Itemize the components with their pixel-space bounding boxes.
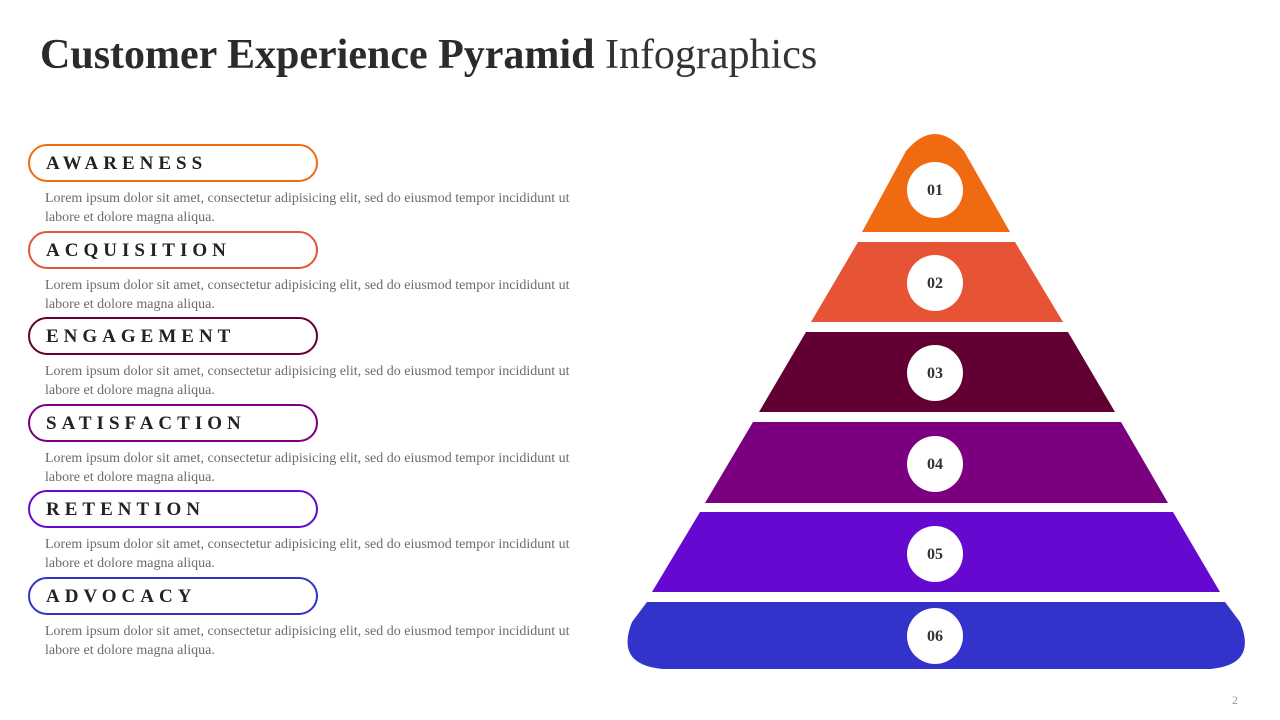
layer-number-2: 02 [927,275,943,292]
layer-number-3: 03 [927,365,943,382]
layer-number-6: 06 [927,628,943,645]
stage-pill: SATISFACTION [28,403,318,442]
stage-pill: ADVOCACY [28,576,318,615]
pyramid-layer-6: 06 [627,602,1245,669]
stage-description: Lorem ipsum dolor sit amet, consectetur … [45,364,570,399]
stage-description: Lorem ipsum dolor sit amet, consectetur … [45,450,570,485]
stage-item-acquisition: ACQUISITION Lorem ipsum dolor sit amet, … [28,230,588,318]
stage-label: AWARENESS [46,153,208,174]
stage-item-satisfaction: SATISFACTION Lorem ipsum dolor sit amet,… [28,403,588,491]
title-light: Infographics [604,32,818,78]
stage-item-advocacy: ADVOCACY Lorem ipsum dolor sit amet, con… [28,576,588,664]
stage-description: Lorem ipsum dolor sit amet, consectetur … [45,537,570,572]
number-badge-1 [907,162,963,218]
page-number: 2 [1232,693,1238,707]
layer-number-1: 01 [927,182,943,199]
page-title: Customer Experience Pyramid Infographics [40,28,817,82]
stage-pill: ACQUISITION [28,230,318,269]
stage-description: Lorem ipsum dolor sit amet, consectetur … [45,623,570,658]
stage-item-engagement: ENGAGEMENT Lorem ipsum dolor sit amet, c… [28,317,588,404]
pyramid-layer-5: 05 [652,512,1220,592]
layer-number-4: 04 [927,456,943,473]
number-badge-4 [907,436,963,492]
stage-label: ADVOCACY [46,585,197,607]
stage-description: Lorem ipsum dolor sit amet, consectetur … [45,277,570,312]
stage-label: ACQUISITION [46,239,231,261]
number-badge-6 [907,608,963,664]
number-badge-3 [907,345,963,401]
stage-label: RETENTION [46,499,206,521]
stage-pill: AWARENESS [28,144,318,182]
number-badge-2 [907,255,963,311]
title-bold: Customer Experience Pyramid [40,32,595,78]
pyramid-layer-1: 01 [862,134,1010,232]
layer-number-5: 05 [927,546,943,563]
pyramid-layer-3: 03 [759,332,1115,412]
pyramid-layer-2: 02 [811,242,1063,322]
stage-description: Lorem ipsum dolor sit amet, consectetur … [45,191,570,225]
stage-list: AWARENESS Lorem ipsum dolor sit amet, co… [28,144,588,664]
stage-item-awareness: AWARENESS Lorem ipsum dolor sit amet, co… [28,144,588,231]
stage-label: ENGAGEMENT [46,326,236,348]
number-badge-5 [907,526,963,582]
stage-label: SATISFACTION [46,412,246,434]
pyramid-layer-4: 04 [705,422,1168,503]
stage-pill: ENGAGEMENT [28,317,318,356]
stage-item-retention: RETENTION Lorem ipsum dolor sit amet, co… [28,490,588,577]
stage-pill: RETENTION [28,490,318,529]
